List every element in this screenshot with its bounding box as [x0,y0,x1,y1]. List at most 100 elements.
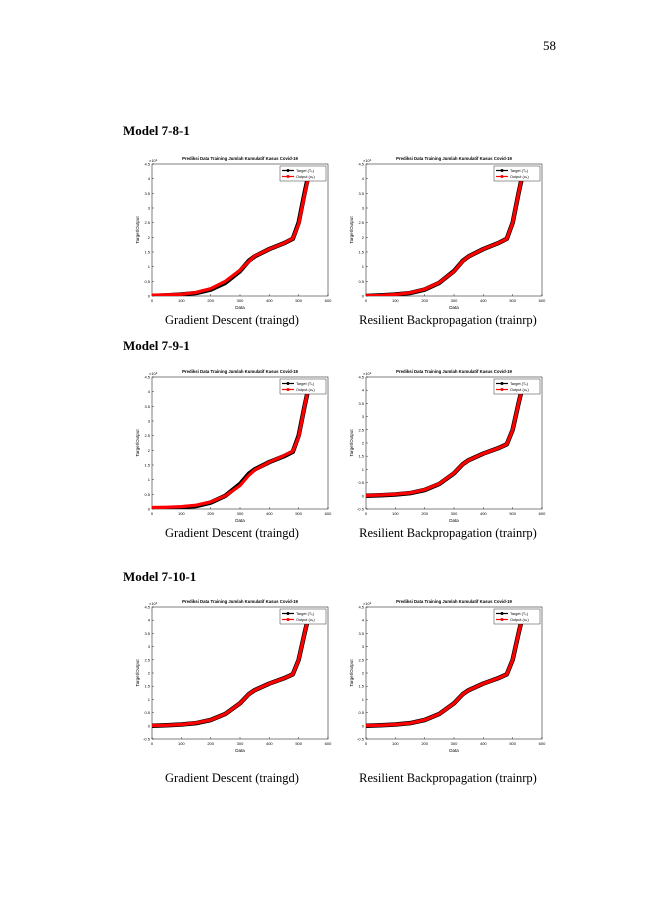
legend-marker [286,382,290,385]
y-axis-label: Target/Output [135,216,140,244]
data-line [366,614,525,728]
x-tick-label: 400 [480,741,487,746]
x-tick-label: 100 [178,741,185,746]
y-tick-label: 4 [148,389,151,394]
legend-marker [500,388,504,391]
data-line [152,173,311,296]
y-tick-label: 3.5 [144,404,150,409]
y-tick-label: 3 [362,644,365,649]
x-tick-label: 200 [421,298,428,303]
data-line [152,385,311,509]
chart: Prediksi Data Training Jumlah Kumulatif … [135,156,332,310]
x-tick-label: 200 [421,511,428,516]
y-tick-label: 2 [362,671,365,676]
y-tick-label: 3 [148,206,151,211]
y-tick-label: 0 [362,723,365,728]
legend-box [493,378,541,395]
y-tick-label: 1 [362,467,365,472]
chart-title: Prediksi Data Training Jumlah Kumulatif … [182,156,298,161]
plot-area [365,163,543,297]
y-tick-label: 3.5 [144,191,150,196]
x-tick-label: 500 [295,741,302,746]
y-tick-label: 0 [148,723,151,728]
legend-marker [500,382,504,385]
x-tick-label: 400 [266,741,273,746]
y-tick-label: 1 [148,477,151,482]
x-tick-label: 300 [237,511,244,516]
x-tick-label: 100 [392,511,399,516]
x-tick-label: 200 [207,741,214,746]
chart-title: Prediksi Data Training Jumlah Kumulatif … [396,156,512,161]
chart-title: Prediksi Data Training Jumlah Kumulatif … [182,369,298,374]
y-tick-label: 2 [362,235,365,240]
y-axis-label: Target/Output [135,429,140,457]
data-line [366,384,525,498]
x-tick-label: 400 [480,511,487,516]
x-tick-label: 600 [325,741,332,746]
x-tick-label: 0 [151,298,154,303]
y-exponent: ×10⁵ [363,371,372,376]
x-tick-label: 600 [325,511,332,516]
y-tick-label: 4.5 [358,162,364,167]
y-tick-label: 4 [148,176,151,181]
y-tick-label: 2 [148,235,151,240]
x-tick-label: 400 [266,511,273,516]
legend-box [279,608,327,625]
y-tick-label: 4.5 [358,605,364,610]
chart-title: Prediksi Data Training Jumlah Kumulatif … [182,599,298,604]
y-tick-label: 1.5 [144,463,150,468]
plot-area [151,376,329,510]
legend-marker [500,618,504,621]
chart: Prediksi Data Training Jumlah Kumulatif … [349,156,546,310]
section-heading: Model 7-10-1 [123,569,196,584]
y-exponent: ×10⁵ [363,158,372,163]
figure-caption: Resilient Backpropagation (trainrp) [359,526,537,540]
y-tick-label: 3.5 [144,631,150,636]
plot-area [151,163,329,297]
chart: Prediksi Data Training Jumlah Kumulatif … [135,369,332,523]
y-tick-label: 4 [362,176,365,181]
section-heading: Model 7-9-1 [123,338,190,353]
y-tick-label: 3 [362,414,365,419]
legend-box [279,378,327,395]
y-exponent: ×10⁵ [149,601,158,606]
x-axis-label: Data [235,305,245,310]
legend-marker [500,169,504,172]
x-tick-label: 200 [207,511,214,516]
data-line [152,614,311,728]
figure-caption: Gradient Descent (traingd) [165,526,299,540]
chart: Prediksi Data Training Jumlah Kumulatif … [135,599,332,753]
y-tick-label: 3.5 [358,191,364,196]
figure-caption: Gradient Descent (traingd) [165,313,299,327]
legend-marker [286,618,290,621]
x-tick-label: 300 [237,741,244,746]
y-tick-label: 1.5 [144,250,150,255]
y-tick-label: 0.5 [144,492,150,497]
x-tick-label: 100 [392,298,399,303]
chart: Prediksi Data Training Jumlah Kumulatif … [349,599,546,753]
legend-box [493,165,541,182]
x-tick-label: 100 [392,741,399,746]
y-exponent: ×10⁵ [149,371,158,376]
x-tick-label: 600 [539,511,546,516]
y-tick-label: -0.5 [357,507,365,512]
x-tick-label: 0 [365,741,368,746]
y-tick-label: 4 [362,618,365,623]
legend-label: Target (Tₖ) [296,382,315,386]
legend-label: Output (oₖ) [510,175,529,179]
y-axis-label: Target/Output [349,429,354,457]
y-tick-label: 1.5 [358,454,364,459]
y-tick-label: 2.5 [358,427,364,432]
y-tick-label: 4.5 [358,375,364,380]
x-tick-label: 600 [325,298,332,303]
legend-marker [286,175,290,178]
y-tick-label: 2.5 [144,220,150,225]
figure-caption: Gradient Descent (traingd) [165,771,299,785]
y-tick-label: 2 [148,448,151,453]
legend-box [493,608,541,625]
x-tick-label: 500 [509,511,516,516]
y-tick-label: 0 [362,294,365,299]
x-tick-label: 0 [365,298,368,303]
